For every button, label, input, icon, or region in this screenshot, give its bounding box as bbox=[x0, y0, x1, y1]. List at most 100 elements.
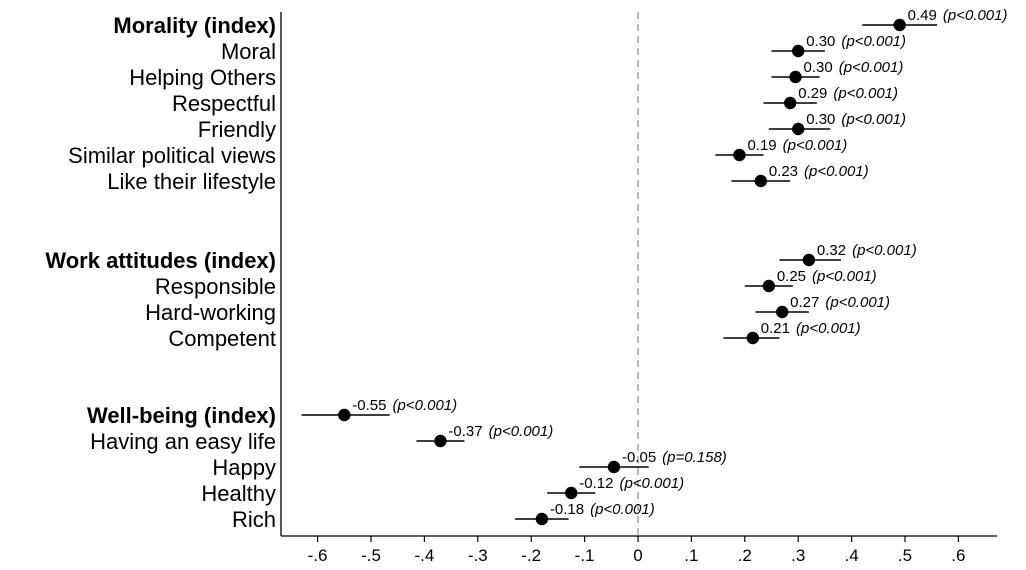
row-label: Hard-working bbox=[145, 300, 276, 325]
p-value: (p<0.001) bbox=[841, 111, 906, 128]
value-label: -0.18 (p<0.001) bbox=[550, 501, 655, 518]
estimate-point bbox=[733, 148, 746, 162]
row-label: Having an easy life bbox=[90, 429, 276, 454]
x-tick-label: 0 bbox=[633, 546, 642, 565]
p-value: (p<0.001) bbox=[943, 7, 1008, 24]
x-tick-label: -.5 bbox=[361, 546, 381, 565]
x-tick-label: .1 bbox=[684, 546, 698, 565]
value-label: 0.19 (p<0.001) bbox=[747, 137, 847, 154]
value-label: 0.27 (p<0.001) bbox=[790, 294, 890, 311]
row-label: Respectful bbox=[172, 91, 276, 116]
x-tick-label: -.1 bbox=[575, 546, 595, 565]
value-label: 0.30 (p<0.001) bbox=[804, 59, 904, 76]
estimate-point bbox=[754, 174, 768, 188]
p-value: (p<0.001) bbox=[833, 85, 898, 102]
coef-row: Respectful 0.29 (p<0.001) bbox=[172, 85, 898, 116]
coef-row: Like their lifestyle 0.23 (p<0.001) bbox=[107, 163, 868, 194]
coef-row: Responsible 0.25 (p<0.001) bbox=[155, 268, 877, 299]
row-label: Work attitudes (index) bbox=[45, 248, 276, 273]
coef-row: Friendly 0.30 (p<0.001) bbox=[198, 111, 906, 142]
estimate-point bbox=[565, 486, 578, 500]
value-label: 0.49 (p<0.001) bbox=[908, 7, 1008, 24]
row-label: Responsible bbox=[155, 274, 276, 299]
x-tick-label: .6 bbox=[951, 546, 965, 565]
coef-row: Moral 0.30 (p<0.001) bbox=[221, 33, 906, 64]
value-label: 0.30 (p<0.001) bbox=[806, 33, 906, 50]
coef-row: Hard-working 0.27 (p<0.001) bbox=[145, 294, 890, 325]
p-value: (p<0.001) bbox=[783, 137, 848, 154]
coef-row: Similar political views 0.19 (p<0.001) bbox=[68, 137, 847, 168]
estimate-point bbox=[792, 44, 805, 58]
estimate-point bbox=[434, 434, 447, 448]
estimate-point bbox=[607, 460, 621, 474]
p-value: (p<0.001) bbox=[841, 33, 906, 50]
estimate-value: 0.25 bbox=[777, 268, 806, 285]
p-value: (p<0.001) bbox=[796, 320, 861, 337]
row-label: Competent bbox=[168, 326, 276, 351]
value-label: -0.37 (p<0.001) bbox=[448, 423, 553, 440]
estimate-value: 0.30 bbox=[804, 59, 833, 76]
estimate-point bbox=[789, 70, 802, 84]
estimate-value: 0.19 bbox=[747, 137, 776, 154]
x-tick-label: .4 bbox=[845, 546, 859, 565]
estimate-value: 0.49 bbox=[908, 7, 937, 24]
estimate-value: -0.12 bbox=[579, 475, 613, 492]
p-value: (p<0.001) bbox=[812, 268, 877, 285]
estimate-point bbox=[792, 122, 805, 136]
x-tick-label: -.6 bbox=[308, 546, 328, 565]
estimate-value: 0.29 bbox=[798, 85, 827, 102]
p-value: (p<0.001) bbox=[619, 475, 684, 492]
row-label: Like their lifestyle bbox=[107, 169, 276, 194]
x-tick-label: -.2 bbox=[521, 546, 541, 565]
coef-row: Morality (index) 0.49 (p<0.001) bbox=[113, 7, 1007, 38]
estimate-point bbox=[535, 512, 549, 526]
estimate-point bbox=[775, 305, 789, 319]
p-value: (p<0.001) bbox=[489, 423, 554, 440]
row-label: Happy bbox=[212, 455, 276, 480]
value-label: 0.32 (p<0.001) bbox=[817, 242, 917, 259]
p-value: (p<0.001) bbox=[839, 59, 904, 76]
p-value: (p=0.158) bbox=[662, 449, 727, 466]
coef-row: Competent 0.21 (p<0.001) bbox=[168, 320, 860, 351]
value-label: -0.05 (p=0.158) bbox=[622, 449, 727, 466]
p-value: (p<0.001) bbox=[825, 294, 890, 311]
estimate-point bbox=[746, 331, 760, 345]
estimate-value: 0.32 bbox=[817, 242, 846, 259]
row-label: Healthy bbox=[201, 481, 276, 506]
x-tick-label: .2 bbox=[738, 546, 752, 565]
estimate-value: -0.05 bbox=[622, 449, 656, 466]
coef-row: Happy -0.05 (p=0.158) bbox=[212, 449, 726, 480]
row-label: Well-being (index) bbox=[87, 403, 276, 428]
value-label: 0.23 (p<0.001) bbox=[769, 163, 869, 180]
value-label: -0.12 (p<0.001) bbox=[579, 475, 684, 492]
value-label: -0.55 (p<0.001) bbox=[352, 397, 457, 414]
p-value: (p<0.001) bbox=[393, 397, 458, 414]
p-value: (p<0.001) bbox=[590, 501, 655, 518]
estimate-value: 0.23 bbox=[769, 163, 798, 180]
row-label: Similar political views bbox=[68, 143, 276, 168]
coef-row: Well-being (index) -0.55 (p<0.001) bbox=[87, 397, 457, 428]
coef-row: Helping Others 0.30 (p<0.001) bbox=[129, 59, 903, 90]
x-tick-label: -.3 bbox=[468, 546, 488, 565]
estimate-value: -0.37 bbox=[448, 423, 482, 440]
x-tick-label: .3 bbox=[791, 546, 805, 565]
p-value: (p<0.001) bbox=[804, 163, 869, 180]
coef-row: Work attitudes (index) 0.32 (p<0.001) bbox=[45, 242, 916, 273]
estimate-value: 0.30 bbox=[806, 111, 835, 128]
value-label: 0.29 (p<0.001) bbox=[798, 85, 898, 102]
row-label: Rich bbox=[232, 507, 276, 532]
coef-row: Rich -0.18 (p<0.001) bbox=[232, 501, 655, 532]
estimate-point bbox=[802, 253, 816, 267]
value-label: 0.30 (p<0.001) bbox=[806, 111, 906, 128]
value-label: 0.21 (p<0.001) bbox=[761, 320, 861, 337]
estimate-point bbox=[762, 279, 776, 293]
coef-row: Healthy -0.12 (p<0.001) bbox=[201, 475, 684, 506]
estimate-value: -0.18 bbox=[550, 501, 584, 518]
value-label: 0.25 (p<0.001) bbox=[777, 268, 877, 285]
row-label: Helping Others bbox=[129, 65, 276, 90]
row-label: Morality (index) bbox=[113, 13, 276, 38]
estimate-value: 0.27 bbox=[790, 294, 819, 311]
row-label: Moral bbox=[221, 39, 276, 64]
coef-row: Having an easy life -0.37 (p<0.001) bbox=[90, 423, 553, 454]
